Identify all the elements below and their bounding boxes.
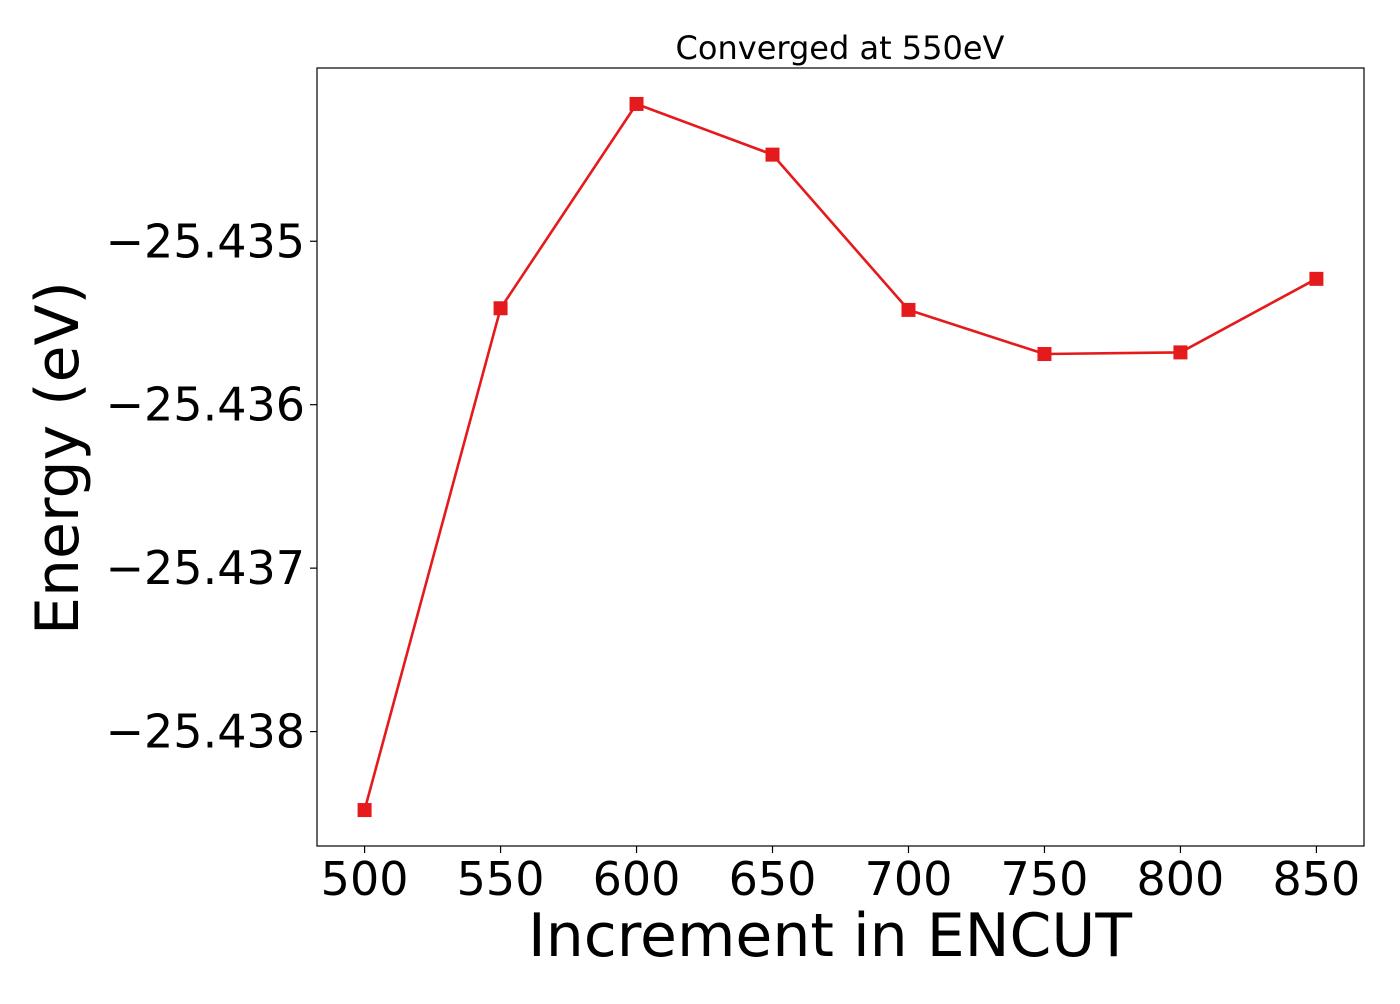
y-tick-label: −25.437 [106,541,306,595]
data-point-marker [765,147,780,162]
x-axis: 500 550 600 650 700 750 800 850 [321,846,1361,906]
data-point-marker [1037,347,1052,362]
y-axis-title: Energy (eV) [23,281,93,635]
x-tick-label: 850 [1273,852,1361,906]
y-axis: −25.438 −25.437 −25.436 −25.435 [106,214,317,759]
y-tick-label: −25.436 [106,378,306,432]
data-point-marker [629,96,644,111]
x-tick-label: 700 [865,852,953,906]
plot-frame [316,67,1365,847]
y-tick-label: −25.438 [106,705,306,759]
plot-area [316,67,1365,847]
series-line [363,102,1318,811]
data-point-marker [1309,271,1324,286]
chart-title: Converged at 550eV [676,29,1005,67]
data-point-marker [357,803,372,818]
x-tick-label: 650 [729,852,817,906]
x-tick-label: 800 [1137,852,1225,906]
y-tick-label: −25.435 [106,214,306,268]
x-tick-label: 500 [321,852,409,906]
x-tick-label: 750 [1001,852,1089,906]
data-point-marker [493,301,508,316]
x-axis-title: Increment in ENCUT [528,901,1132,971]
x-tick-label: 550 [457,852,545,906]
x-tick-label: 600 [593,852,681,906]
data-point-marker [1173,345,1188,360]
series-layer [357,96,1324,818]
data-point-marker [901,302,916,317]
